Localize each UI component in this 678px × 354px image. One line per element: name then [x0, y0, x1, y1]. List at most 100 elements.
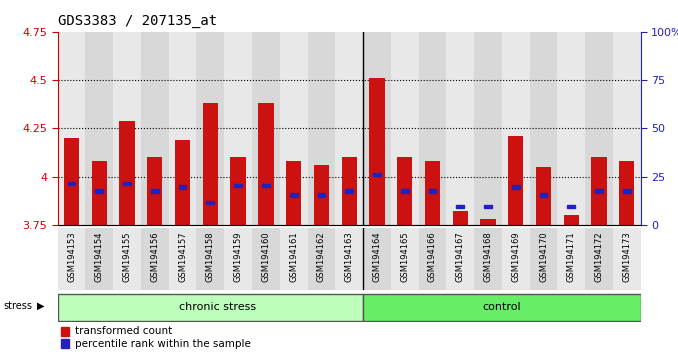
Bar: [141, 228, 169, 290]
Bar: [252, 32, 280, 225]
Text: GSM194162: GSM194162: [317, 232, 326, 282]
Text: GSM194153: GSM194153: [67, 232, 76, 282]
Bar: [557, 32, 585, 225]
Bar: [64, 138, 79, 225]
Bar: [224, 228, 252, 290]
Bar: [286, 161, 301, 225]
Bar: [342, 157, 357, 225]
Bar: [484, 205, 492, 208]
Text: GSM194157: GSM194157: [178, 232, 187, 282]
Bar: [169, 228, 197, 290]
Bar: [85, 32, 113, 225]
Bar: [540, 193, 547, 196]
Bar: [169, 32, 197, 225]
Bar: [585, 228, 613, 290]
Bar: [85, 228, 113, 290]
Bar: [418, 228, 446, 290]
Text: GSM194171: GSM194171: [567, 232, 576, 282]
Bar: [512, 185, 519, 189]
Text: percentile rank within the sample: percentile rank within the sample: [75, 339, 251, 349]
Bar: [336, 228, 363, 290]
Bar: [151, 189, 159, 193]
Bar: [203, 103, 218, 225]
Bar: [428, 189, 437, 193]
Bar: [141, 32, 169, 225]
Bar: [123, 182, 131, 185]
Bar: [197, 32, 224, 225]
Bar: [474, 32, 502, 225]
FancyBboxPatch shape: [363, 293, 641, 321]
Bar: [456, 205, 464, 208]
Bar: [530, 32, 557, 225]
Text: GSM194172: GSM194172: [595, 232, 603, 282]
Text: GDS3383 / 207135_at: GDS3383 / 207135_at: [58, 14, 217, 28]
Bar: [258, 103, 273, 225]
Bar: [280, 228, 308, 290]
Bar: [585, 32, 613, 225]
Bar: [613, 32, 641, 225]
Bar: [113, 228, 141, 290]
Bar: [536, 167, 551, 225]
Text: GSM194173: GSM194173: [622, 232, 631, 282]
Bar: [336, 32, 363, 225]
Text: GSM194161: GSM194161: [289, 232, 298, 282]
Bar: [58, 32, 85, 225]
Text: ▶: ▶: [37, 301, 45, 310]
Bar: [314, 165, 329, 225]
Bar: [446, 32, 474, 225]
Text: chronic stress: chronic stress: [179, 302, 256, 312]
Text: GSM194163: GSM194163: [344, 232, 354, 282]
Bar: [113, 32, 141, 225]
Bar: [262, 183, 270, 187]
Bar: [623, 189, 631, 193]
Text: GSM194169: GSM194169: [511, 232, 520, 282]
Bar: [308, 32, 336, 225]
Text: GSM194160: GSM194160: [262, 232, 271, 282]
Bar: [401, 189, 409, 193]
Bar: [391, 32, 418, 225]
Text: transformed count: transformed count: [75, 326, 172, 336]
Bar: [197, 228, 224, 290]
Bar: [373, 173, 381, 176]
Bar: [179, 185, 186, 189]
Bar: [147, 157, 163, 225]
Bar: [345, 189, 353, 193]
Bar: [92, 161, 107, 225]
Bar: [619, 161, 635, 225]
Bar: [119, 121, 135, 225]
Bar: [425, 161, 440, 225]
Bar: [613, 228, 641, 290]
Bar: [567, 205, 575, 208]
Bar: [58, 228, 85, 290]
Text: GSM194164: GSM194164: [372, 232, 382, 282]
Text: GSM194168: GSM194168: [483, 232, 492, 282]
Text: GSM194156: GSM194156: [151, 232, 159, 282]
Bar: [252, 228, 280, 290]
Bar: [502, 32, 530, 225]
Bar: [453, 211, 468, 225]
Bar: [231, 157, 245, 225]
Bar: [96, 189, 103, 193]
Bar: [317, 193, 325, 196]
Bar: [207, 201, 214, 204]
Text: GSM194165: GSM194165: [400, 232, 410, 282]
Bar: [418, 32, 446, 225]
Text: GSM194154: GSM194154: [95, 232, 104, 282]
Text: GSM194166: GSM194166: [428, 232, 437, 282]
Bar: [397, 157, 412, 225]
Bar: [308, 228, 336, 290]
Bar: [557, 228, 585, 290]
Bar: [280, 32, 308, 225]
Text: GSM194170: GSM194170: [539, 232, 548, 282]
Bar: [530, 228, 557, 290]
Bar: [60, 326, 69, 336]
Text: GSM194159: GSM194159: [234, 232, 243, 282]
Text: GSM194167: GSM194167: [456, 232, 464, 282]
Text: stress: stress: [3, 301, 33, 310]
Bar: [234, 183, 242, 187]
Bar: [508, 136, 523, 225]
Bar: [595, 189, 603, 193]
Bar: [480, 219, 496, 225]
Bar: [224, 32, 252, 225]
Text: GSM194158: GSM194158: [206, 232, 215, 282]
